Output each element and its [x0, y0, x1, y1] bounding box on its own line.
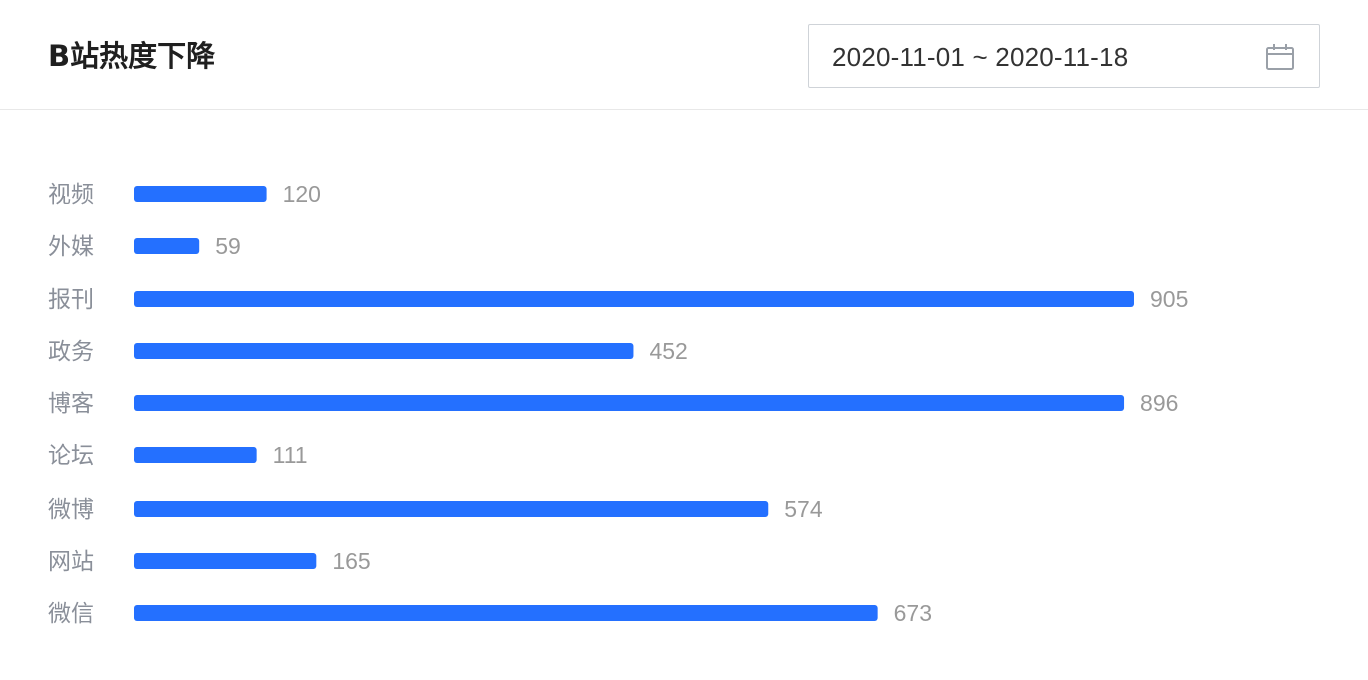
value-label: 111	[273, 442, 308, 468]
category-label: 外媒	[48, 234, 94, 260]
date-range-picker[interactable]: 2020-11-01 ~ 2020-11-18	[808, 24, 1320, 88]
value-label: 905	[1150, 286, 1188, 312]
bar[interactable]	[134, 238, 200, 254]
category-label: 视频	[48, 182, 94, 208]
category-label: 微信	[48, 601, 94, 627]
panel-header: B站热度下降 2020-11-01 ~ 2020-11-18	[0, 0, 1368, 110]
category-label: 论坛	[48, 443, 94, 469]
bar[interactable]	[134, 186, 267, 202]
bar[interactable]	[134, 501, 769, 517]
value-label: 574	[784, 496, 823, 522]
category-label: 微博	[48, 497, 94, 523]
category-label: 博客	[48, 391, 94, 417]
calendar-icon	[1266, 44, 1294, 70]
bar[interactable]	[134, 395, 1125, 411]
bar[interactable]	[134, 291, 1134, 307]
category-label: 网站	[48, 549, 94, 575]
bar[interactable]	[134, 553, 317, 569]
date-range-value: 2020-11-01 ~ 2020-11-18	[832, 42, 1129, 72]
bar-chart: 视频 120 外媒 59 报刊 905 政务 452 博客 896 论坛 111 微博 574 网站 165 微…	[48, 181, 1188, 627]
value-label: 673	[894, 600, 932, 626]
category-label: 报刊	[48, 287, 94, 313]
value-label: 59	[215, 233, 241, 259]
bar[interactable]	[134, 343, 634, 359]
value-label: 165	[332, 548, 370, 574]
value-label: 452	[649, 338, 687, 364]
bar[interactable]	[134, 605, 878, 621]
value-label: 896	[1140, 390, 1178, 416]
category-label: 政务	[48, 339, 94, 365]
bar[interactable]	[134, 447, 257, 463]
page-title: B站热度下降	[48, 39, 216, 73]
value-label: 120	[283, 181, 321, 207]
